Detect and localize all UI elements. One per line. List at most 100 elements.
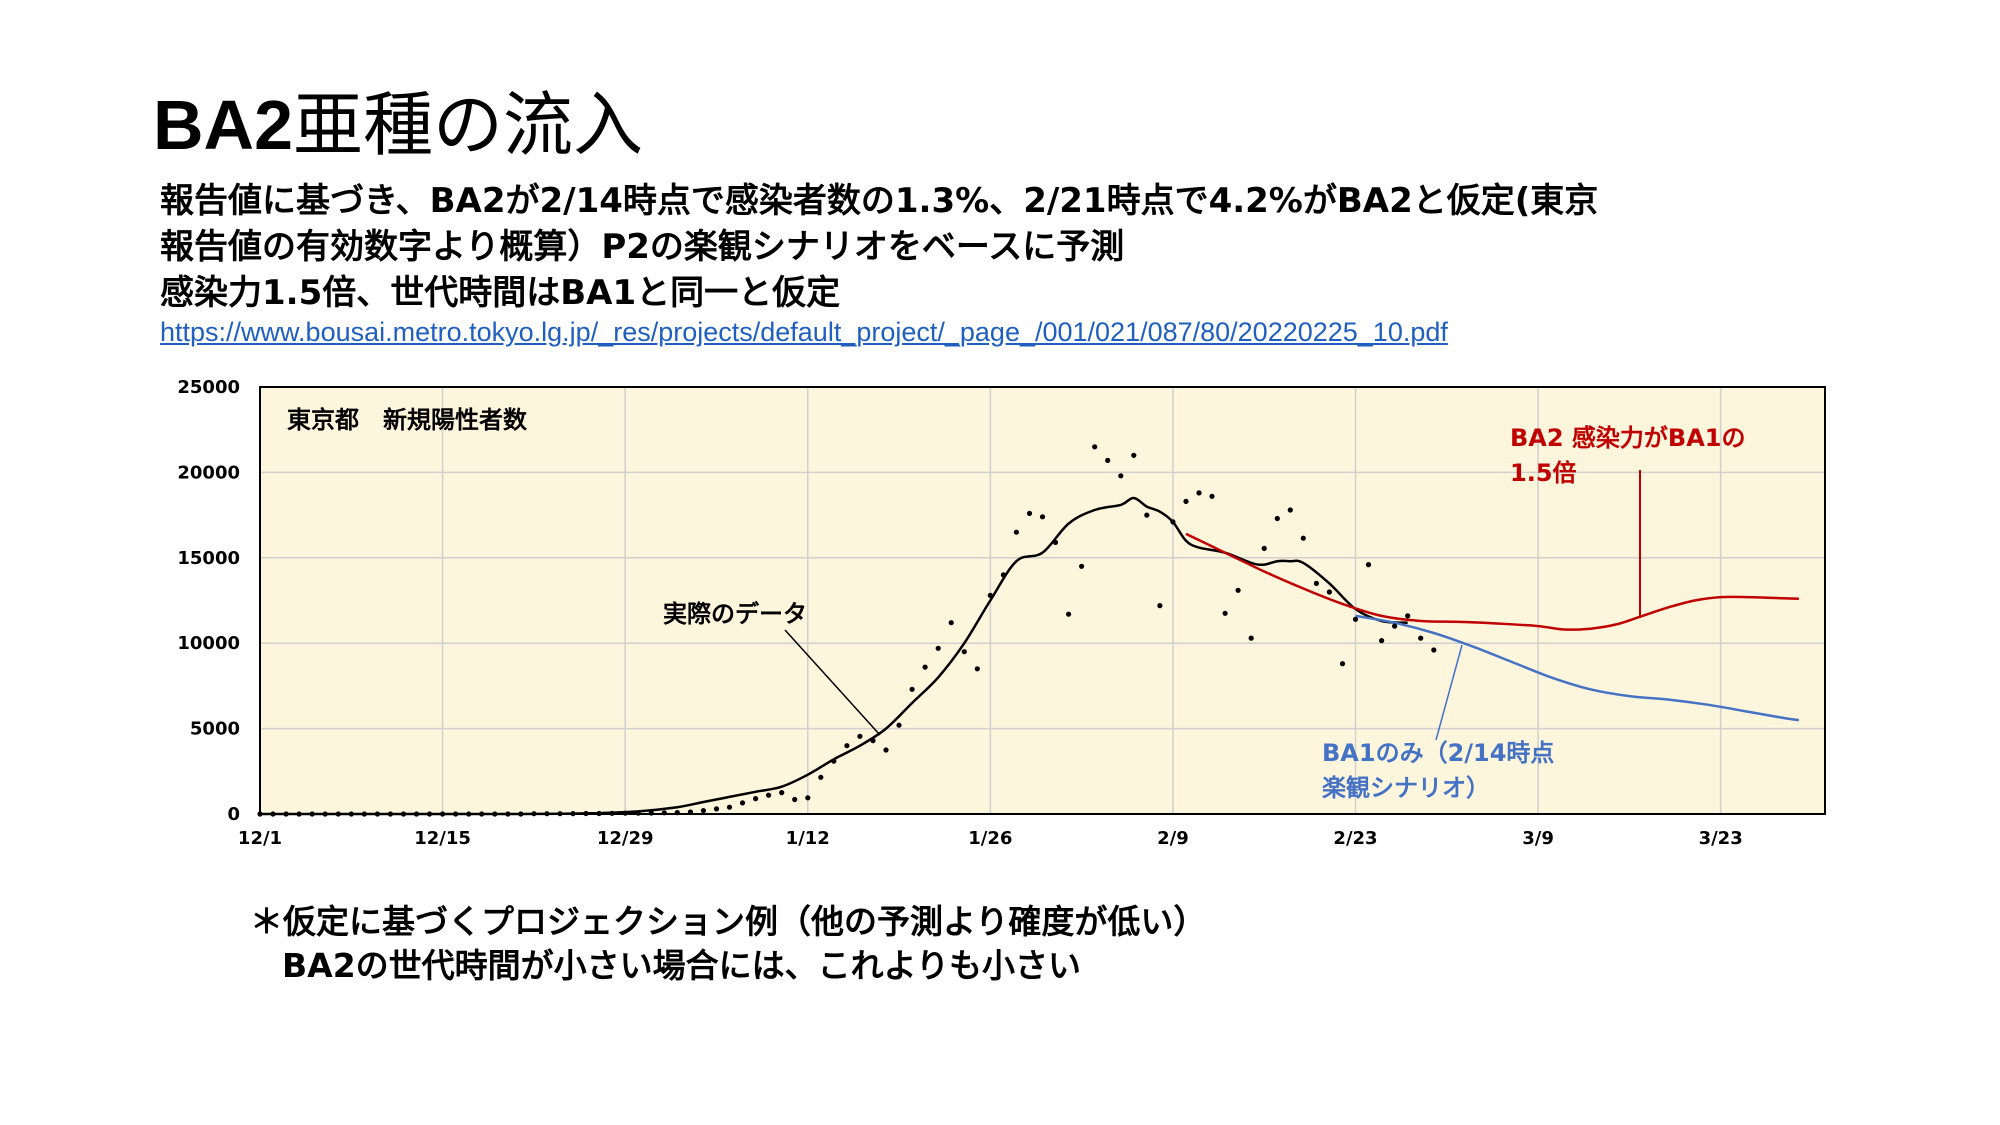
- data-point: [1418, 635, 1424, 641]
- y-tick-label: 15000: [177, 548, 240, 569]
- data-point: [1183, 498, 1189, 504]
- x-tick-label: 12/29: [597, 828, 654, 849]
- data-point: [948, 620, 954, 626]
- annotation-ba2-line2: 1.5倍: [1510, 459, 1577, 487]
- data-point: [387, 811, 393, 817]
- data-point: [1209, 493, 1215, 499]
- data-point: [531, 811, 537, 817]
- data-point: [1313, 580, 1319, 587]
- data-point: [1052, 539, 1059, 546]
- data-point: [1235, 587, 1241, 593]
- data-point: [974, 666, 980, 672]
- x-tick-label: 12/15: [414, 828, 471, 849]
- data-point: [544, 811, 550, 817]
- data-point: [1039, 514, 1046, 520]
- data-point: [1066, 611, 1072, 617]
- x-tick-label: 3/23: [1699, 828, 1743, 849]
- data-point: [1118, 473, 1124, 479]
- data-point: [413, 811, 420, 817]
- data-point: [753, 796, 759, 802]
- data-point: [257, 811, 263, 817]
- data-point: [1274, 515, 1280, 522]
- y-tick-label: 0: [227, 804, 240, 825]
- data-point: [466, 811, 472, 817]
- data-point: [739, 800, 746, 806]
- data-point: [374, 811, 380, 817]
- data-point: [1013, 529, 1020, 535]
- data-point: [309, 811, 315, 817]
- data-point: [322, 811, 328, 817]
- data-point: [518, 811, 524, 817]
- data-point: [726, 804, 733, 810]
- y-tick-label: 10000: [177, 633, 240, 654]
- data-point: [1026, 510, 1033, 516]
- data-point: [583, 810, 589, 817]
- data-point: [1196, 490, 1202, 496]
- data-point: [1000, 572, 1007, 578]
- data-point: [505, 811, 511, 817]
- plot-area-border: [259, 386, 1826, 815]
- chart-title: 東京都 新規陽性者数: [287, 406, 528, 434]
- data-point: [987, 592, 993, 599]
- data-point: [935, 645, 941, 651]
- leader-actual: [784, 629, 881, 736]
- data-point: [922, 664, 928, 670]
- slide-title-rest: 亜種の流入: [293, 84, 644, 166]
- series-line-ba1: [1355, 614, 1800, 722]
- data-point: [870, 738, 876, 744]
- leader-ba1: [1435, 644, 1463, 741]
- data-point: [361, 811, 367, 817]
- series-line-ba2: [1185, 532, 1799, 631]
- grid-lines: [260, 387, 1825, 814]
- data-point: [687, 809, 694, 815]
- description-line-1: 報告値に基づき、BA2が2/14時点で感染者数の1.3%、2/21時点で4.2%…: [160, 181, 1599, 221]
- series-line-actual: [259, 496, 1408, 816]
- data-point: [635, 810, 641, 816]
- data-point: [713, 806, 720, 812]
- data-point: [1079, 563, 1085, 569]
- note-line-2: BA2の世代時間が小さい場合には、これよりも小さい: [282, 946, 1081, 985]
- data-point: [1222, 610, 1228, 616]
- data-point: [1352, 616, 1359, 622]
- data-point: [400, 811, 407, 817]
- source-link[interactable]: https://www.bousai.metro.tokyo.lg.jp/_re…: [160, 317, 1448, 347]
- data-point: [440, 811, 446, 817]
- data-point: [609, 810, 615, 816]
- data-point: [426, 811, 433, 817]
- data-point: [766, 792, 772, 798]
- data-point: [779, 790, 785, 796]
- data-point: [453, 811, 459, 817]
- series-lines: [259, 496, 1800, 816]
- data-point: [674, 810, 680, 816]
- data-point: [844, 743, 850, 749]
- data-point: [1131, 452, 1137, 458]
- data-point: [831, 758, 837, 764]
- x-tick-label: 1/12: [786, 828, 830, 849]
- data-point: [792, 796, 798, 803]
- plot-area-background: [260, 387, 1825, 814]
- annotation-ba1-line2: 楽観シナリオ）: [1322, 774, 1490, 802]
- data-point: [1300, 535, 1306, 541]
- x-tick-label: 3/9: [1522, 828, 1554, 849]
- data-point: [1092, 444, 1098, 450]
- data-point: [648, 810, 654, 816]
- data-point: [818, 774, 824, 780]
- x-tick-label: 1/26: [968, 828, 1012, 849]
- data-point: [1405, 613, 1411, 619]
- data-point: [348, 811, 354, 817]
- data-point: [1261, 545, 1267, 552]
- data-point: [492, 811, 498, 817]
- data-point: [557, 811, 563, 817]
- x-tick-label: 2/9: [1157, 828, 1189, 849]
- annotation-leader-lines: [784, 470, 1641, 741]
- data-point: [1365, 562, 1372, 568]
- note-line-1: ＊仮定に基づくプロジェクション例（他の予測より確度が低い）: [250, 902, 1207, 941]
- data-point: [805, 795, 811, 801]
- data-point: [1339, 661, 1346, 667]
- data-point: [1392, 623, 1398, 629]
- assumption-description: 報告値に基づき、BA2が2/14時点で感染者数の1.3%、2/21時点で4.2%…: [160, 178, 1598, 316]
- caveat-note: ＊仮定に基づくプロジェクション例（他の予測より確度が低い） BA2の世代時間が小…: [250, 900, 1206, 988]
- data-point: [1287, 507, 1293, 513]
- data-point: [857, 733, 863, 739]
- data-point: [883, 747, 889, 753]
